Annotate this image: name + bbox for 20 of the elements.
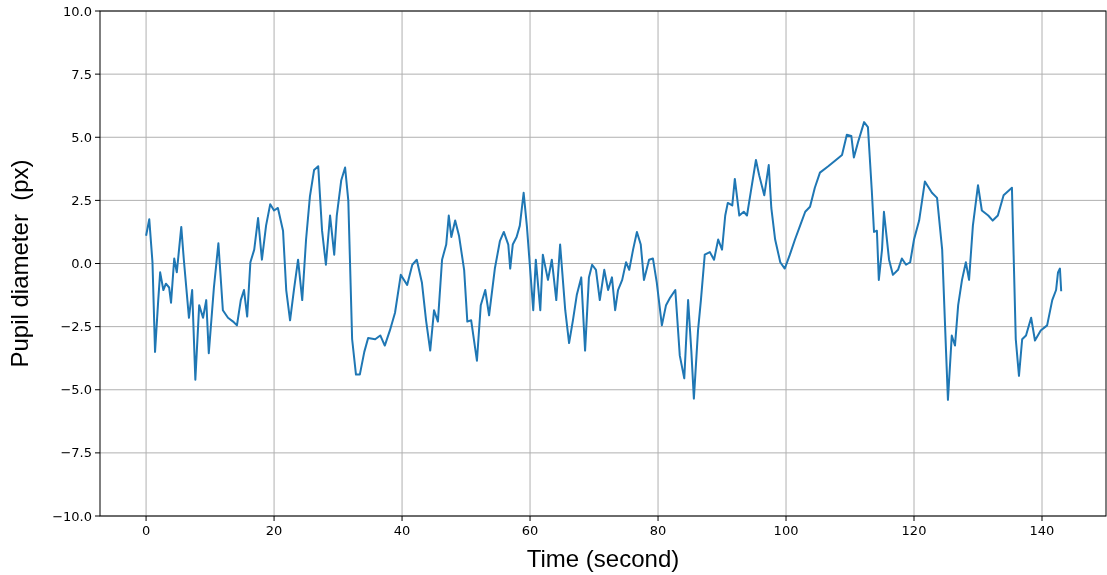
x-tick-label: 80 [649,523,667,538]
y-tick-label: −5.0 [60,382,92,398]
y-tick-label: −2.5 [60,319,92,335]
x-tick-label: 20 [265,523,283,538]
line-series [145,121,1063,401]
x-tick-label: 140 [1029,523,1055,538]
y-tick-label: −7.5 [60,445,92,461]
x-tick-label: 120 [901,523,927,538]
y-tick-label: −10.0 [52,508,92,524]
x-axis-title: Time (second) [526,545,680,572]
y-tick-label: 7.5 [71,66,92,82]
x-tick-label: 60 [521,523,539,538]
y-tick-label: 5.0 [71,129,92,145]
x-tick-label: 0 [141,523,151,538]
y-axis-title: Pupil diameter (px) [6,159,33,368]
y-tick-label: 0.0 [71,256,92,272]
y-tick-label: 2.5 [71,192,92,208]
x-tick-label: 100 [773,523,799,538]
x-tick-label: 40 [393,523,411,538]
y-tick-label: 10.0 [63,3,92,19]
